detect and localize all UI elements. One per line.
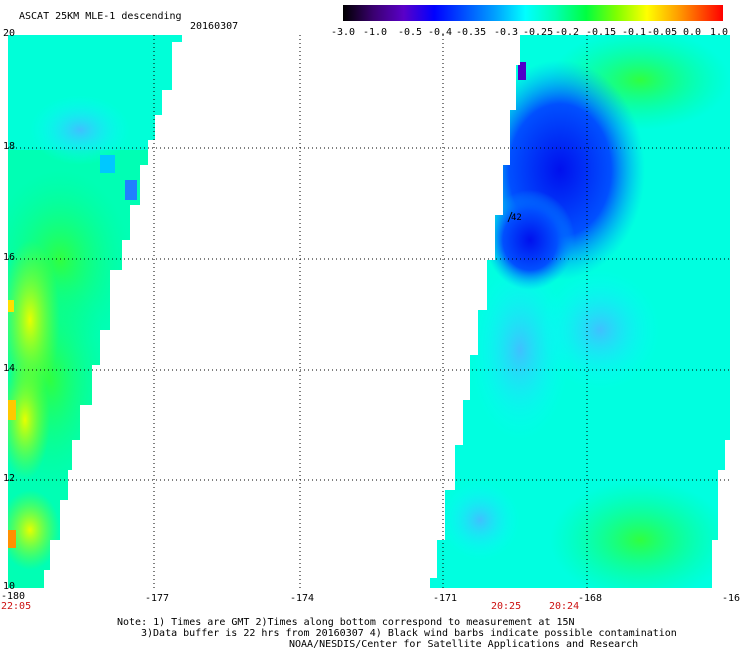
- colorbar-label: -0.4: [428, 27, 453, 38]
- y-tick-label: 10: [3, 581, 16, 592]
- wind-barb: [507, 211, 513, 223]
- colorbar-label: -0.35: [456, 27, 487, 38]
- x-tick-label: -171: [433, 593, 458, 604]
- wind-barb-label: 42: [511, 213, 522, 223]
- time-label-mid-right: 20:24: [549, 601, 580, 612]
- right-swath: [430, 35, 730, 588]
- note-line-2: 3)Data buffer is 22 hrs from 20160307 4)…: [141, 628, 677, 639]
- left-swath: [8, 35, 182, 588]
- colorbar-label: -0.15: [586, 27, 617, 38]
- y-tick-label: 14: [3, 363, 16, 374]
- colorbar: [343, 5, 723, 21]
- colorbar-label: -0.05: [647, 27, 678, 38]
- map-date: 20160307: [190, 21, 239, 32]
- colorbar-label: -0.5: [398, 27, 423, 38]
- x-tick-label: -177: [145, 593, 170, 604]
- y-tick-label: 12: [3, 473, 16, 484]
- note-line-3: NOAA/NESDIS/Center for Satellite Applica…: [289, 639, 639, 650]
- time-label-left: 22:05: [1, 601, 32, 612]
- note-line-1: Note: 1) Times are GMT 2)Times along bot…: [117, 617, 575, 628]
- x-tick-label: -16: [722, 593, 740, 604]
- x-tick-label: -180: [1, 591, 26, 602]
- y-tick-label: 18: [3, 141, 16, 152]
- colorbar-label: -0.25: [523, 27, 554, 38]
- colorbar-label: -0.2: [555, 27, 580, 38]
- map-title: ASCAT 25KM MLE-1 descending: [19, 11, 182, 22]
- y-tick-label: 16: [3, 252, 16, 263]
- y-tick-label: 20: [3, 28, 16, 39]
- colorbar-label: 1.0: [710, 27, 729, 38]
- x-tick-label: -168: [578, 593, 603, 604]
- x-tick-label: -174: [290, 593, 315, 604]
- colorbar-label: -0.3: [494, 27, 519, 38]
- graticule: [8, 35, 730, 588]
- time-label-mid-left: 20:25: [491, 601, 522, 612]
- colorbar-label: -0.1: [622, 27, 647, 38]
- colorbar-label: -3.0: [331, 27, 356, 38]
- colorbar-label: 0.0: [683, 27, 702, 38]
- colorbar-label: -1.0: [363, 27, 388, 38]
